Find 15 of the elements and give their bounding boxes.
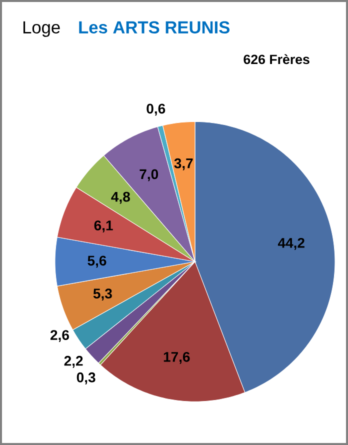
chart-title: Loge <box>23 21 60 37</box>
data-label: 2,2 <box>64 356 83 368</box>
data-label: 0,6 <box>146 104 166 116</box>
data-label: 0,3 <box>76 372 96 384</box>
chart-subtitle: Les ARTS REUNIS <box>79 21 230 34</box>
data-label: 17,6 <box>164 352 190 364</box>
data-label: 6,1 <box>94 220 113 232</box>
text: 626 Frères <box>244 54 310 64</box>
data-label: 3,7 <box>174 158 193 170</box>
data-label: 4,8 <box>111 192 130 204</box>
data-label: 44,2 <box>278 238 304 250</box>
data-label: 5,3 <box>93 288 112 301</box>
data-label: 2,6 <box>50 330 69 342</box>
data-label: 7,0 <box>140 169 158 182</box>
data-label: 5,6 <box>88 256 106 268</box>
